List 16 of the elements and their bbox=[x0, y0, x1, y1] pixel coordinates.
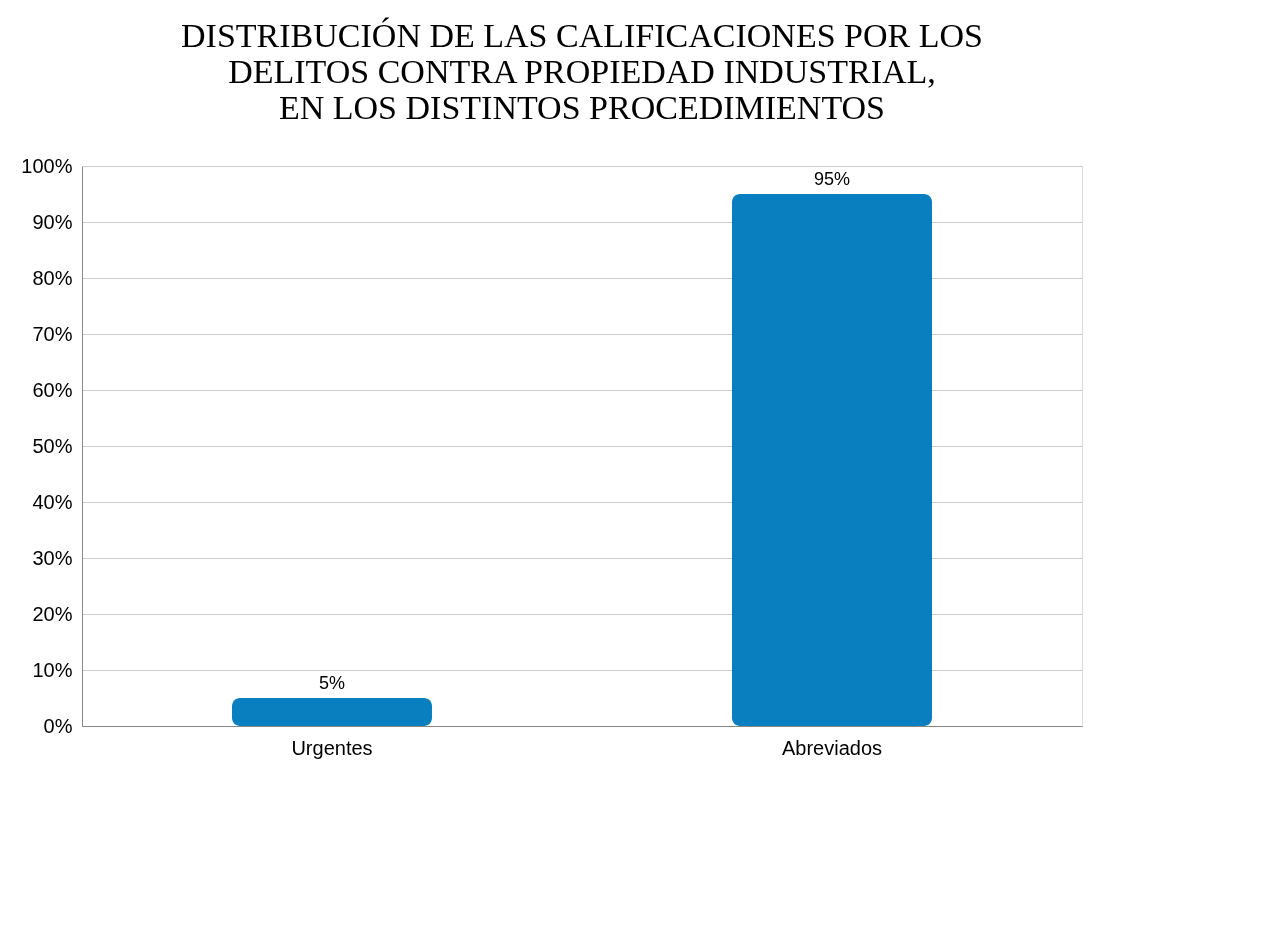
y-tick-label: 50% bbox=[32, 434, 73, 457]
data-label: 5% bbox=[318, 673, 346, 693]
y-tick-label: 70% bbox=[32, 322, 73, 345]
x-tick-label: Abreviados bbox=[781, 736, 883, 759]
y-tick-label: 20% bbox=[32, 602, 73, 625]
y-tick-label: 10% bbox=[32, 658, 73, 681]
y-tick-label: 90% bbox=[32, 210, 73, 233]
y-tick-label: 80% bbox=[32, 266, 73, 289]
y-tick-label: 0% bbox=[43, 714, 73, 737]
y-tick-label: 40% bbox=[32, 490, 73, 513]
y-tick-label: 60% bbox=[32, 378, 73, 401]
x-tick-label: Urgentes bbox=[291, 736, 373, 759]
y-tick-label: 30% bbox=[32, 546, 73, 569]
y-tick-label: 100% bbox=[21, 154, 73, 177]
chart-title: DISTRIBUCIÓN DE LAS CALIFICACIONES POR LOS DELITOS CONTRA PROPIEDAD INDUSTRIAL, EN LOS DISTINTOS PROCEDIMIENTOS bbox=[181, 17, 983, 126]
data-label: 95% bbox=[813, 169, 851, 189]
